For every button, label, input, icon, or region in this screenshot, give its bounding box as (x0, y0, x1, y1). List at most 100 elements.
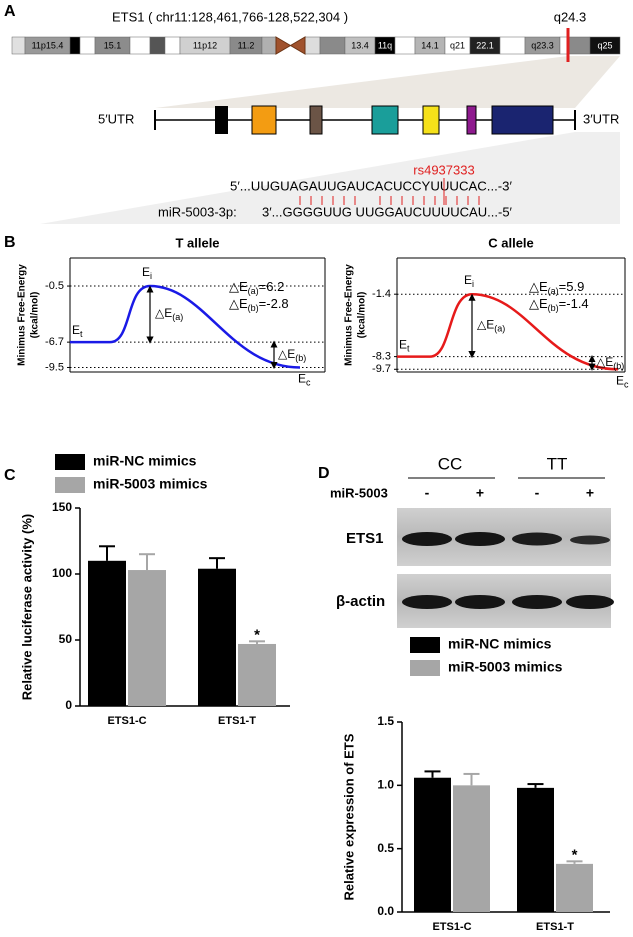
subscript-label: Ei (142, 265, 152, 281)
subscript-label: Ei (464, 273, 474, 289)
energy-curve (70, 284, 301, 369)
chromosome-band (129, 36, 151, 55)
y-axis-label: Relative luciferase activity (%) (19, 514, 34, 700)
genotype-label: TT (547, 454, 568, 473)
label-main: E (72, 323, 80, 337)
label-sub: i (472, 280, 474, 290)
blot-band (402, 595, 452, 609)
y-tick-label: -9.7 (372, 363, 391, 375)
chromosome-band (69, 36, 81, 55)
chromosome-band (394, 36, 416, 55)
utr-label: 5′UTR (98, 111, 134, 126)
significance-label: * (572, 846, 578, 863)
panel-letter: C (4, 467, 16, 484)
subscript-label: Ec (616, 373, 629, 389)
y-tick-label: 0 (65, 698, 72, 712)
treatment-label: miR-5003 (330, 485, 388, 500)
legend-swatch (55, 454, 85, 470)
y-axis-label: (kcal/mol) (357, 292, 368, 339)
exon (466, 105, 477, 135)
exon (371, 105, 399, 135)
band-label: 11p12 (193, 40, 217, 50)
label-sub: i (150, 271, 152, 281)
blot-band (566, 595, 614, 609)
subscript-label: △E(a) (477, 318, 505, 334)
chromosome-band (304, 36, 321, 55)
band-label: q25 (597, 40, 612, 50)
bar (238, 643, 276, 706)
bar (128, 570, 166, 706)
significance-label: * (254, 626, 260, 643)
y-tick-label: 0.5 (377, 841, 394, 855)
chromosome-band (499, 36, 526, 55)
label-sub: (b) (295, 353, 306, 363)
legend-label: miR-5003 mimics (93, 476, 208, 492)
mirna-label: miR-5003-3p: (158, 204, 237, 219)
label-main: E (399, 338, 407, 352)
blot-band (402, 532, 452, 546)
blot-band (512, 532, 562, 546)
legend-label: miR-NC mimics (448, 636, 552, 652)
blot-label: ETS1 (346, 530, 384, 547)
band-label: 11q (378, 40, 392, 50)
label-main: △E (529, 296, 548, 311)
band-label: 11.2 (238, 40, 255, 50)
x-tick-label: ETS1-T (536, 921, 574, 933)
genotype-label: CC (438, 454, 463, 473)
subscript-label: Ec (298, 372, 311, 388)
chromosome-band (79, 36, 96, 55)
treatment-sign: + (586, 485, 594, 501)
label-main: △E (596, 355, 613, 369)
blot-band (455, 532, 505, 546)
y-tick-label: 150 (52, 500, 72, 514)
exon (251, 105, 277, 135)
chromosome-band (11, 36, 26, 55)
y-tick-label: 50 (59, 632, 73, 646)
band-label: q23.3 (531, 40, 554, 50)
label-main: E (142, 265, 150, 279)
subscript-label: △E(b)=-1.4 (529, 296, 589, 313)
panel-letter: A (4, 3, 16, 20)
x-tick-label: ETS1-C (432, 921, 471, 933)
blot-band (512, 595, 562, 609)
chart-title: T allele (175, 235, 219, 250)
bar (556, 863, 593, 912)
bar (88, 560, 126, 706)
utr-label: 3′UTR (583, 111, 619, 126)
snp-label: rs4937333 (413, 162, 474, 177)
treatment-sign: - (535, 485, 540, 501)
legend-label: miR-5003 mimics (448, 659, 563, 675)
mrna-sequence: 5′...UUGUAGAUUGAUCACUCCYUUUCAC...-3′ (230, 178, 513, 193)
y-axis-label: Minimus Free-Energy (17, 264, 28, 366)
subscript-label: △E(b) (278, 347, 306, 363)
label-sub: t (407, 344, 410, 354)
band-label: q21 (450, 40, 465, 50)
y-axis-label: Relative expression of ETS (341, 733, 356, 900)
label-main: E (464, 273, 472, 287)
chromosome-band (149, 36, 166, 55)
band-label: 14.1 (421, 40, 439, 50)
locus-label: q24.3 (554, 9, 587, 24)
band-label: 11p15.4 (32, 40, 64, 50)
zoom-trapezoid (155, 56, 620, 108)
label-main: E (616, 373, 624, 387)
label-main: △E (477, 318, 494, 332)
bar (198, 568, 236, 706)
exon (309, 105, 323, 135)
band-label: 22.1 (476, 40, 494, 50)
y-tick-label: 100 (52, 566, 72, 580)
y-tick-label: 0.0 (377, 904, 394, 918)
y-axis-label: Minimus Free-Energy (344, 264, 355, 366)
mirna-sequence: 3′...GGGGUUG UUGGAUCUUUUCAU...-5′ (262, 204, 513, 219)
energy-curve (397, 292, 619, 371)
chromosome-band (589, 36, 621, 55)
label-main: △E (529, 279, 548, 294)
y-tick-label: -6.7 (45, 336, 64, 348)
bar (453, 785, 490, 912)
label-text: =5.9 (559, 279, 585, 294)
exon (422, 105, 440, 135)
label-sub: (a) (248, 286, 259, 296)
bar (414, 777, 451, 912)
x-tick-label: ETS1-T (218, 715, 256, 727)
